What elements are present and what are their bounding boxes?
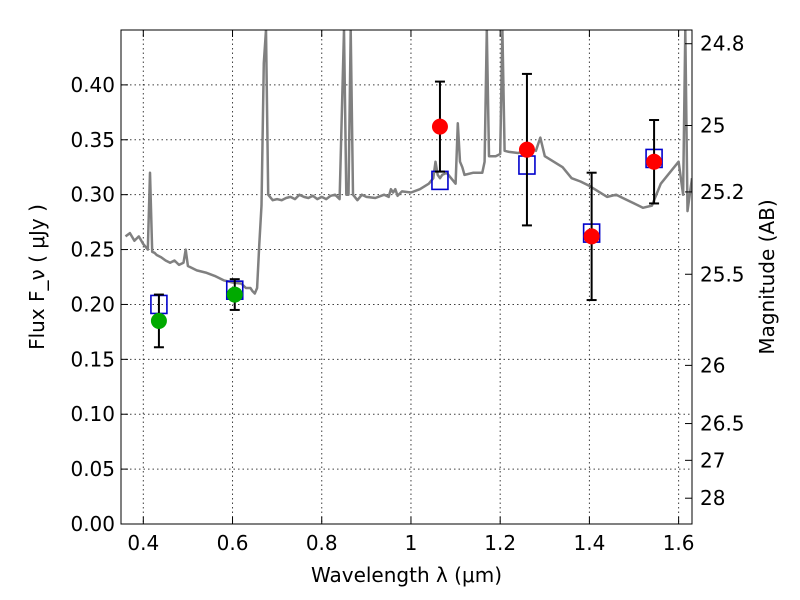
y-tick-label: 0.15 (70, 347, 115, 371)
y2-tick-label: 28 (700, 486, 725, 510)
y2-tick-label: 24.8 (700, 32, 745, 56)
x-tick-label: 0.4 (127, 531, 159, 555)
y2-tick-label: 27 (700, 448, 725, 472)
y-tick-label: 0.10 (70, 402, 115, 426)
x-tick-label: 0.8 (306, 531, 338, 555)
photometry-point (150, 312, 167, 329)
x-tick-label: 1.2 (484, 531, 516, 555)
x-tick-label: 1 (405, 531, 418, 555)
y2-tick-label: 26.5 (700, 412, 745, 436)
spectrum-line (124, 30, 692, 295)
y2-tick-label: 26 (700, 353, 725, 377)
points-layer (150, 72, 663, 349)
y-tick-label: 0.20 (70, 292, 115, 316)
grid-layer (121, 30, 692, 524)
y2-tick-label: 25 (700, 114, 725, 138)
photometry-point (431, 118, 448, 135)
y-tick-label: 0.40 (70, 73, 115, 97)
y-axis-label: Flux F_ν ( μJy ) (25, 204, 49, 350)
x-tick-label: 0.6 (217, 531, 249, 555)
y2-axis-label: Magnitude (AB) (755, 199, 779, 354)
photometry-point (583, 228, 600, 245)
y2-tick-label: 25.2 (700, 180, 745, 204)
photometry-point (646, 153, 663, 170)
y-tick-label: 0.25 (70, 238, 115, 262)
photometry-point (518, 141, 535, 158)
y-tick-label: 0.35 (70, 128, 115, 152)
photometry-point (226, 286, 243, 303)
ticks-layer: 0.4 0.6 0.8 1 1.2 1.4 1.6 0.00 0.05 0.10 0.15 0.20 0… (70, 30, 745, 555)
spectrum-layer (124, 30, 692, 295)
x-tick-label: 1.6 (663, 531, 695, 555)
x-axis-label: Wavelength λ (μm) (311, 563, 502, 587)
x-tick-label: 1.4 (573, 531, 605, 555)
y-tick-label: 0.00 (70, 512, 115, 536)
y2-tick-label: 25.5 (700, 262, 745, 286)
y-tick-label: 0.30 (70, 183, 115, 207)
y-tick-label: 0.05 (70, 457, 115, 481)
plot-frame (120, 29, 693, 525)
